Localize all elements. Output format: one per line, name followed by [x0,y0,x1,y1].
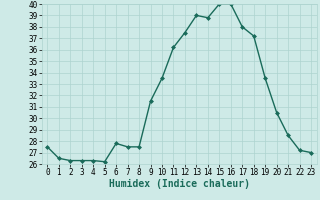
X-axis label: Humidex (Indice chaleur): Humidex (Indice chaleur) [109,179,250,189]
